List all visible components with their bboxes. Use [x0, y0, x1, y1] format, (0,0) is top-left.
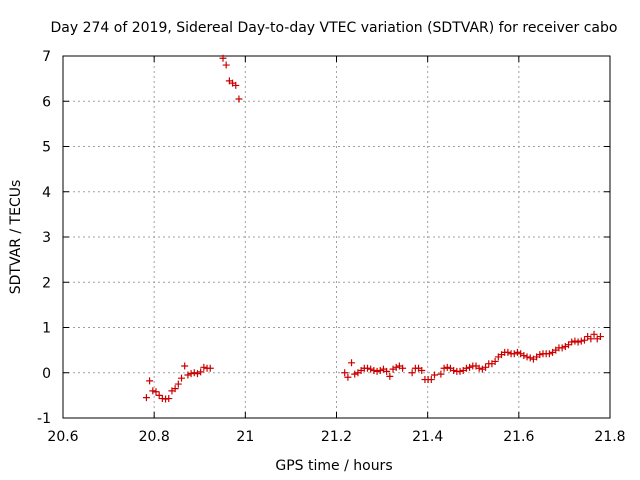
data-point [165, 395, 173, 403]
data-point [392, 363, 400, 371]
data-point [376, 366, 384, 374]
data-point [482, 363, 490, 371]
data-point [475, 364, 483, 372]
data-point [456, 367, 464, 375]
data-point [596, 333, 604, 341]
chart-title: Day 274 of 2019, Sidereal Day-to-day VTE… [51, 20, 618, 36]
data-point [235, 95, 243, 103]
data-point [545, 350, 553, 358]
data-point [386, 372, 394, 380]
y-tick-label: 2 [42, 275, 51, 291]
data-point [568, 338, 576, 346]
data-point [513, 348, 521, 356]
y-tick-label: 4 [42, 185, 51, 201]
data-point [478, 365, 486, 373]
data-point [450, 366, 458, 374]
axis-ticks: 20.6 20.8 21 21.2 21.4 21.6 21.8 -1 0 1 2 3 4 5 6 7 [37, 49, 626, 445]
y-tick-label: 1 [42, 321, 51, 337]
data-point [152, 388, 160, 396]
data-point [536, 351, 544, 359]
data-point [577, 337, 585, 345]
data-point [146, 377, 154, 385]
data-point [462, 364, 470, 372]
data-point [171, 385, 179, 393]
data-point [571, 337, 579, 345]
data-point [155, 391, 163, 399]
y-tick-label: 7 [42, 49, 51, 65]
data-point [437, 370, 445, 378]
data-point [149, 387, 157, 395]
data-point [373, 367, 381, 375]
x-tick-label: 21.2 [321, 429, 352, 445]
data-point [341, 369, 349, 377]
y-tick-label: 5 [42, 140, 51, 156]
data-point [561, 343, 569, 351]
data-point [174, 380, 182, 388]
data-point [383, 367, 391, 375]
y-axis-label: SDTVAR / TECUs [8, 180, 24, 295]
y-tick-label: 6 [42, 94, 51, 110]
x-axis-label: GPS time / hours [275, 458, 392, 474]
data-point [517, 350, 525, 358]
x-tick-label: 21.4 [412, 429, 443, 445]
data-point [200, 363, 208, 371]
data-point [443, 363, 451, 371]
data-point [558, 344, 566, 352]
grid [63, 56, 610, 418]
data-point [418, 366, 426, 374]
data-point [367, 365, 375, 373]
data-point [222, 61, 230, 69]
data-point [197, 368, 205, 376]
data-point [526, 354, 534, 362]
x-tick-label: 20.6 [47, 429, 78, 445]
data-point [587, 335, 595, 343]
data-point [219, 54, 227, 62]
data-point [389, 365, 397, 373]
data-point [523, 353, 531, 361]
data-point [580, 336, 588, 344]
data-point [370, 366, 378, 374]
data-point [431, 371, 439, 379]
data-point [344, 373, 352, 381]
data-point [440, 364, 448, 372]
data-point [466, 363, 474, 371]
data-point [193, 370, 201, 378]
data-point [181, 362, 189, 370]
x-tick-label: 21.8 [594, 429, 625, 445]
data-point [190, 369, 198, 377]
data-point [510, 350, 518, 358]
data-point [187, 370, 195, 378]
y-tick-label: 0 [42, 366, 51, 382]
y-tick-label: 3 [42, 230, 51, 246]
data-point [184, 371, 192, 379]
data-point [399, 364, 407, 372]
data-point [590, 330, 598, 338]
data-point [232, 81, 240, 89]
data-point [348, 359, 356, 367]
data-series [142, 54, 604, 403]
data-point [142, 394, 150, 402]
y-tick-label: -1 [37, 411, 51, 427]
data-point [408, 369, 416, 377]
data-point [574, 338, 582, 346]
data-point [427, 376, 435, 384]
data-point [178, 374, 186, 382]
data-point [491, 357, 499, 365]
data-point [520, 352, 528, 360]
x-tick-label: 20.8 [139, 429, 170, 445]
data-point [363, 364, 371, 372]
x-tick-label: 21.6 [503, 429, 534, 445]
data-point [351, 370, 359, 378]
data-point [504, 348, 512, 356]
data-point [206, 364, 214, 372]
x-tick-label: 21 [236, 429, 254, 445]
